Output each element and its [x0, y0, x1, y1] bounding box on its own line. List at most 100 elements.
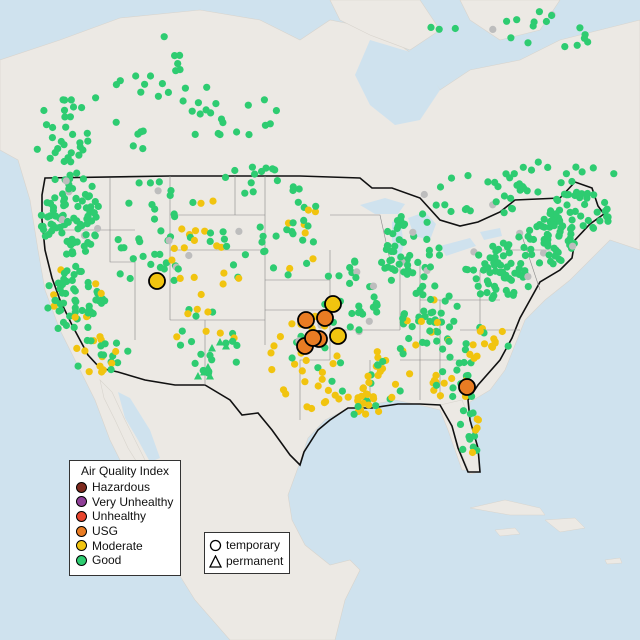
- station-marker[interactable]: [191, 130, 199, 138]
- station-marker[interactable]: [187, 338, 196, 346]
- station-marker[interactable]: [373, 301, 381, 309]
- station-marker[interactable]: [219, 280, 227, 288]
- station-marker[interactable]: [441, 201, 449, 209]
- station-marker[interactable]: [180, 244, 188, 252]
- station-marker[interactable]: [414, 258, 422, 266]
- station-marker[interactable]: [37, 211, 46, 219]
- station-marker[interactable]: [513, 181, 521, 189]
- station-marker[interactable]: [62, 123, 70, 131]
- station-marker[interactable]: [492, 285, 500, 293]
- station-marker[interactable]: [84, 137, 92, 145]
- station-marker[interactable]: [244, 101, 252, 109]
- station-marker[interactable]: [55, 307, 63, 315]
- station-marker[interactable]: [492, 198, 500, 206]
- station-marker[interactable]: [500, 192, 508, 200]
- station-marker[interactable]: [504, 342, 512, 350]
- station-marker[interactable]: [324, 272, 332, 280]
- station-marker[interactable]: [300, 216, 308, 224]
- station-marker[interactable]: [197, 290, 205, 299]
- station-marker[interactable]: [70, 271, 78, 279]
- station-marker[interactable]: [473, 415, 481, 423]
- station-marker[interactable]: [71, 287, 79, 295]
- station-marker[interactable]: [496, 261, 505, 269]
- station-marker[interactable]: [44, 304, 52, 312]
- station-marker[interactable]: [112, 347, 120, 356]
- station-marker[interactable]: [191, 359, 199, 367]
- station-marker[interactable]: [89, 310, 97, 318]
- station-marker[interactable]: [578, 190, 586, 198]
- station-marker[interactable]: [388, 265, 396, 273]
- station-marker[interactable]: [515, 233, 523, 241]
- station-marker[interactable]: [155, 178, 163, 186]
- station-marker[interactable]: [423, 235, 431, 243]
- station-marker[interactable]: [235, 274, 243, 282]
- station-marker[interactable]: [412, 289, 420, 297]
- station-marker[interactable]: [101, 297, 109, 305]
- station-marker[interactable]: [393, 224, 401, 233]
- station-marker[interactable]: [129, 142, 137, 150]
- station-marker[interactable]: [295, 185, 303, 193]
- station-marker[interactable]: [137, 88, 145, 96]
- station-marker[interactable]: [48, 134, 57, 142]
- station-marker[interactable]: [96, 333, 104, 341]
- station-marker[interactable]: [170, 244, 178, 252]
- station-marker[interactable]: [62, 321, 70, 330]
- station-marker[interactable]: [581, 31, 589, 39]
- station-marker[interactable]: [196, 110, 204, 118]
- station-marker[interactable]: [409, 228, 417, 236]
- station-marker[interactable]: [84, 323, 92, 331]
- station-marker[interactable]: [303, 403, 311, 411]
- station-marker[interactable]: [125, 199, 133, 207]
- station-marker[interactable]: [433, 337, 441, 345]
- station-marker[interactable]: [283, 226, 291, 234]
- station-marker[interactable]: [88, 182, 96, 190]
- station-marker[interactable]: [441, 297, 449, 305]
- station-marker[interactable]: [395, 236, 403, 244]
- station-marker[interactable]: [494, 183, 502, 191]
- station-marker[interactable]: [178, 225, 186, 233]
- station-marker[interactable]: [42, 121, 51, 129]
- station-marker[interactable]: [90, 209, 98, 217]
- station-marker[interactable]: [206, 351, 214, 359]
- station-marker[interactable]: [335, 395, 343, 403]
- station-marker[interactable]: [455, 359, 463, 367]
- station-marker[interactable]: [507, 34, 515, 42]
- station-marker[interactable]: [202, 327, 210, 335]
- station-marker[interactable]: [311, 208, 319, 216]
- station-marker[interactable]: [578, 168, 586, 176]
- station-marker[interactable]: [499, 239, 507, 247]
- station-marker[interactable]: [46, 212, 54, 220]
- station-marker[interactable]: [533, 223, 541, 231]
- station-marker[interactable]: [107, 366, 115, 374]
- station-marker[interactable]: [314, 364, 322, 372]
- station-marker[interactable]: [324, 386, 332, 394]
- station-marker[interactable]: [435, 244, 443, 252]
- station-marker[interactable]: [87, 337, 95, 345]
- station-marker[interactable]: [83, 129, 91, 137]
- station-marker[interactable]: [470, 354, 478, 362]
- station-marker[interactable]: [544, 163, 552, 171]
- station-marker[interactable]: [78, 104, 86, 112]
- station-marker[interactable]: [97, 351, 105, 359]
- station-marker[interactable]: [420, 273, 428, 281]
- station-marker[interactable]: [124, 347, 132, 355]
- station-marker[interactable]: [387, 247, 395, 255]
- station-marker[interactable]: [247, 179, 255, 187]
- station-marker[interactable]: [483, 263, 491, 271]
- station-marker[interactable]: [374, 361, 382, 369]
- station-marker[interactable]: [314, 382, 322, 390]
- permanent-station-marker[interactable]: [204, 363, 212, 371]
- station-marker[interactable]: [583, 189, 592, 198]
- station-marker[interactable]: [117, 244, 125, 252]
- station-marker[interactable]: [78, 197, 86, 205]
- station-marker[interactable]: [289, 230, 297, 238]
- station-marker[interactable]: [69, 130, 77, 138]
- station-marker[interactable]: [189, 198, 197, 207]
- station-marker[interactable]: [179, 97, 187, 105]
- station-marker[interactable]: [69, 249, 77, 258]
- station-marker[interactable]: [433, 318, 441, 327]
- station-marker[interactable]: [423, 218, 431, 226]
- highlighted-station-marker[interactable]: [329, 327, 347, 345]
- station-marker[interactable]: [312, 202, 320, 210]
- station-marker[interactable]: [33, 145, 41, 153]
